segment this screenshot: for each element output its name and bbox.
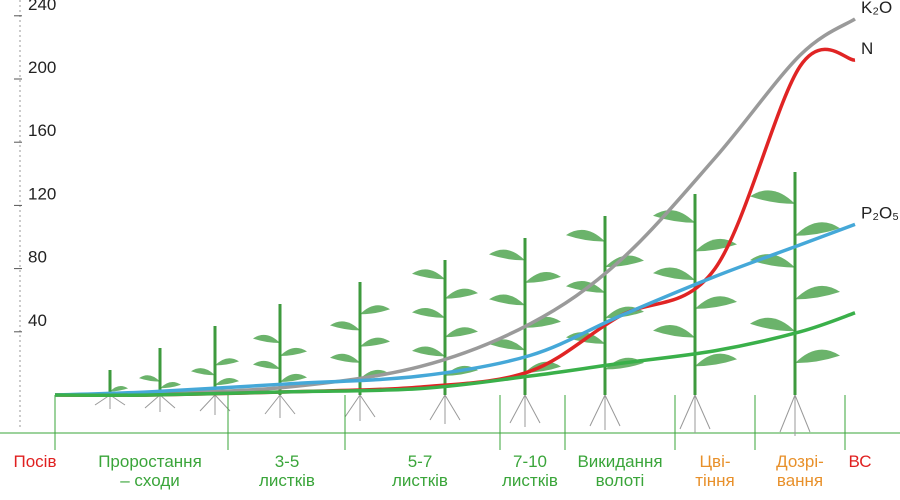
series-label: P₂O₅ bbox=[861, 203, 899, 222]
leaf bbox=[191, 368, 215, 376]
leaf bbox=[110, 386, 128, 392]
stage-label: Цві- тіння bbox=[695, 452, 735, 490]
leaf bbox=[695, 238, 737, 252]
leaf bbox=[445, 327, 478, 338]
leaf bbox=[280, 373, 307, 382]
y-tick-label: 80 bbox=[28, 248, 47, 267]
leaf bbox=[412, 346, 445, 357]
stage-label: Дозрі- вання bbox=[776, 452, 824, 490]
leaf bbox=[253, 360, 280, 369]
stage-label: 3-5 листків bbox=[259, 452, 315, 490]
leaf bbox=[653, 267, 695, 281]
stage-label: 5-7 листків bbox=[392, 452, 448, 490]
leaf bbox=[215, 377, 239, 386]
root bbox=[779, 394, 811, 436]
y-tick-label: 240 bbox=[28, 0, 56, 14]
root bbox=[94, 394, 126, 409]
root bbox=[589, 394, 621, 430]
leaf bbox=[412, 269, 445, 280]
stage-label: Посів bbox=[13, 452, 57, 471]
series-line bbox=[54, 47, 856, 397]
leaf bbox=[695, 353, 737, 367]
leaf bbox=[360, 337, 390, 347]
y-tick-label: 40 bbox=[28, 311, 47, 330]
series-line bbox=[54, 17, 856, 397]
series-line bbox=[54, 222, 856, 397]
leaf bbox=[330, 353, 360, 363]
stage-label: 7-10 листків bbox=[502, 452, 558, 490]
y-tick-label: 200 bbox=[28, 58, 56, 77]
leaf bbox=[653, 210, 695, 223]
leaf bbox=[330, 321, 360, 331]
leaf bbox=[215, 358, 239, 366]
root bbox=[679, 394, 711, 433]
leaf bbox=[253, 334, 280, 343]
stage-label: ВС bbox=[848, 452, 872, 471]
leaf bbox=[489, 294, 525, 306]
root bbox=[509, 394, 541, 427]
series-label: N bbox=[861, 39, 873, 58]
y-tick-label: 120 bbox=[28, 184, 56, 203]
root bbox=[264, 394, 296, 418]
leaf bbox=[795, 349, 840, 364]
root bbox=[144, 394, 176, 412]
leaf bbox=[160, 381, 181, 389]
leaf bbox=[412, 307, 445, 318]
stage-label: Викидання волоті bbox=[577, 452, 663, 490]
leaf bbox=[525, 272, 561, 283]
stage-label: Проростання – сходи bbox=[98, 452, 202, 490]
leaf bbox=[489, 339, 525, 351]
series-label: K₂O bbox=[861, 0, 892, 17]
root bbox=[344, 394, 376, 421]
leaf bbox=[360, 305, 390, 315]
y-tick-label: 160 bbox=[28, 121, 56, 140]
leaf bbox=[489, 249, 525, 261]
series-line bbox=[54, 311, 856, 397]
leaf bbox=[653, 324, 695, 338]
plants bbox=[94, 172, 840, 436]
leaf bbox=[566, 229, 605, 242]
leaf bbox=[750, 190, 795, 204]
leaf bbox=[695, 296, 737, 309]
root bbox=[429, 394, 461, 424]
leaf bbox=[139, 375, 160, 382]
root bbox=[199, 394, 231, 415]
leaf bbox=[750, 317, 795, 332]
leaf bbox=[445, 288, 478, 299]
leaf bbox=[795, 222, 840, 236]
leaf bbox=[525, 316, 561, 328]
leaf bbox=[280, 347, 307, 356]
leaf bbox=[795, 285, 840, 300]
